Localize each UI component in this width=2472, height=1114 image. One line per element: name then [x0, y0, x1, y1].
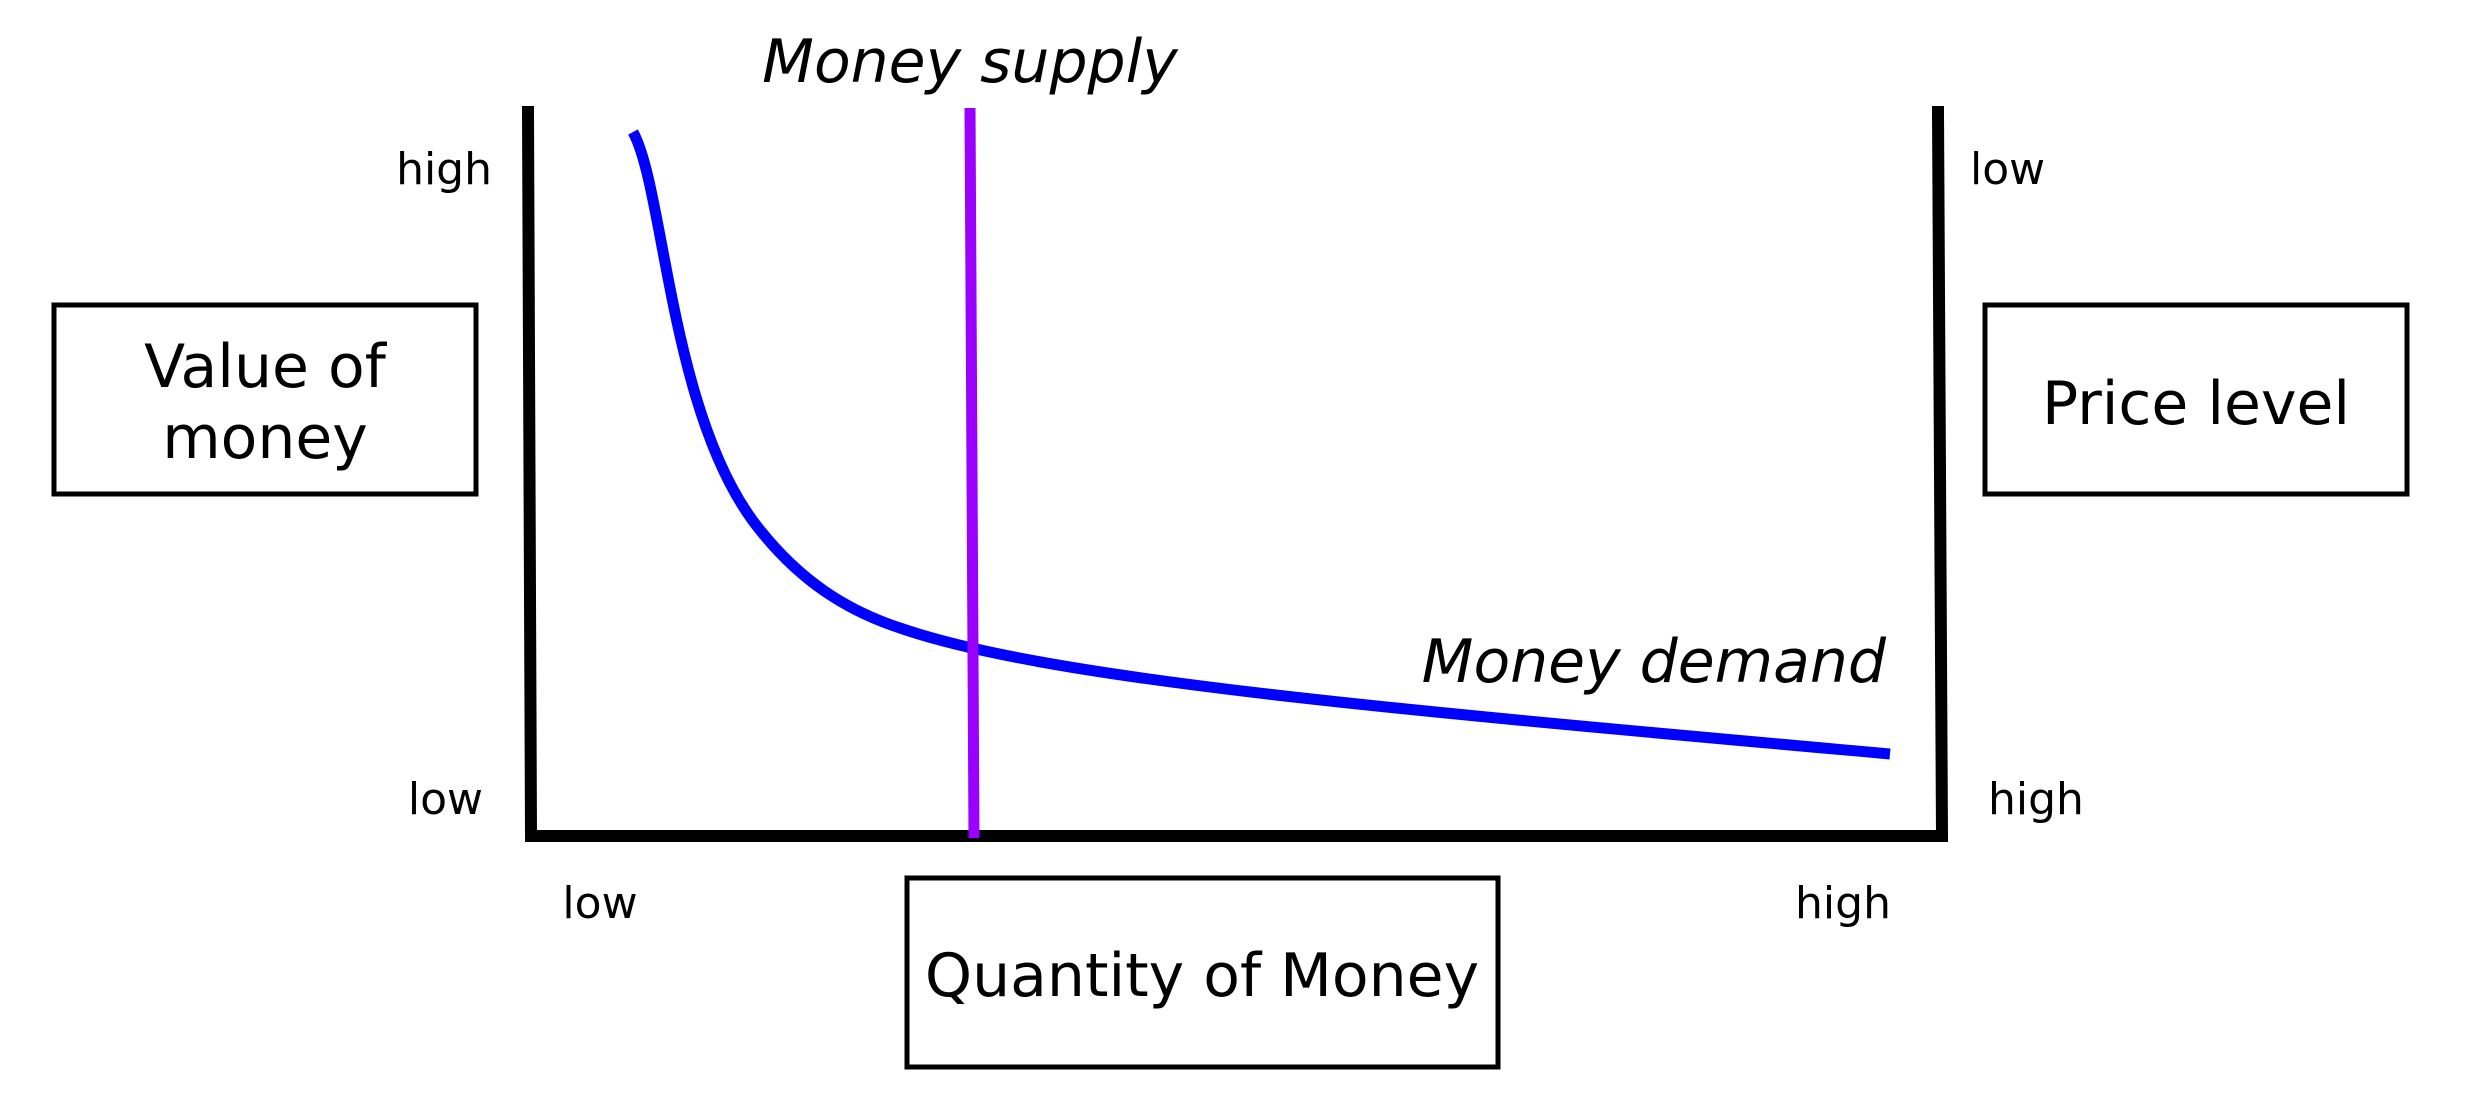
x-axis-low-tick: low — [562, 878, 637, 929]
money-demand-curve — [628, 129, 1891, 760]
right-axis-title-box: Price level — [1982, 302, 2410, 497]
right-axis-high-tick: high — [1988, 774, 2084, 825]
left-axis-high-tick: high — [396, 144, 492, 195]
left-axis-low-tick: low — [408, 774, 483, 825]
axes-frame — [521, 105, 1949, 842]
x-axis-title-box: Quantity of Money — [904, 875, 1501, 1070]
money-supply-label: Money supply — [762, 27, 1179, 97]
x-axis-title: Quantity of Money — [925, 941, 1479, 1011]
money-demand-label: Money demand — [1422, 627, 1887, 697]
right-axis-title: Price level — [2042, 369, 2350, 439]
x-axis-high-tick: high — [1795, 878, 1891, 929]
money-supply-curve — [964, 107, 980, 839]
left-axis-title-box: Value of money — [51, 302, 479, 497]
left-axis-title-line2: money — [162, 403, 368, 473]
right-axis-low-tick: low — [1970, 144, 2045, 195]
left-axis-title-line1: Value of — [144, 332, 388, 402]
